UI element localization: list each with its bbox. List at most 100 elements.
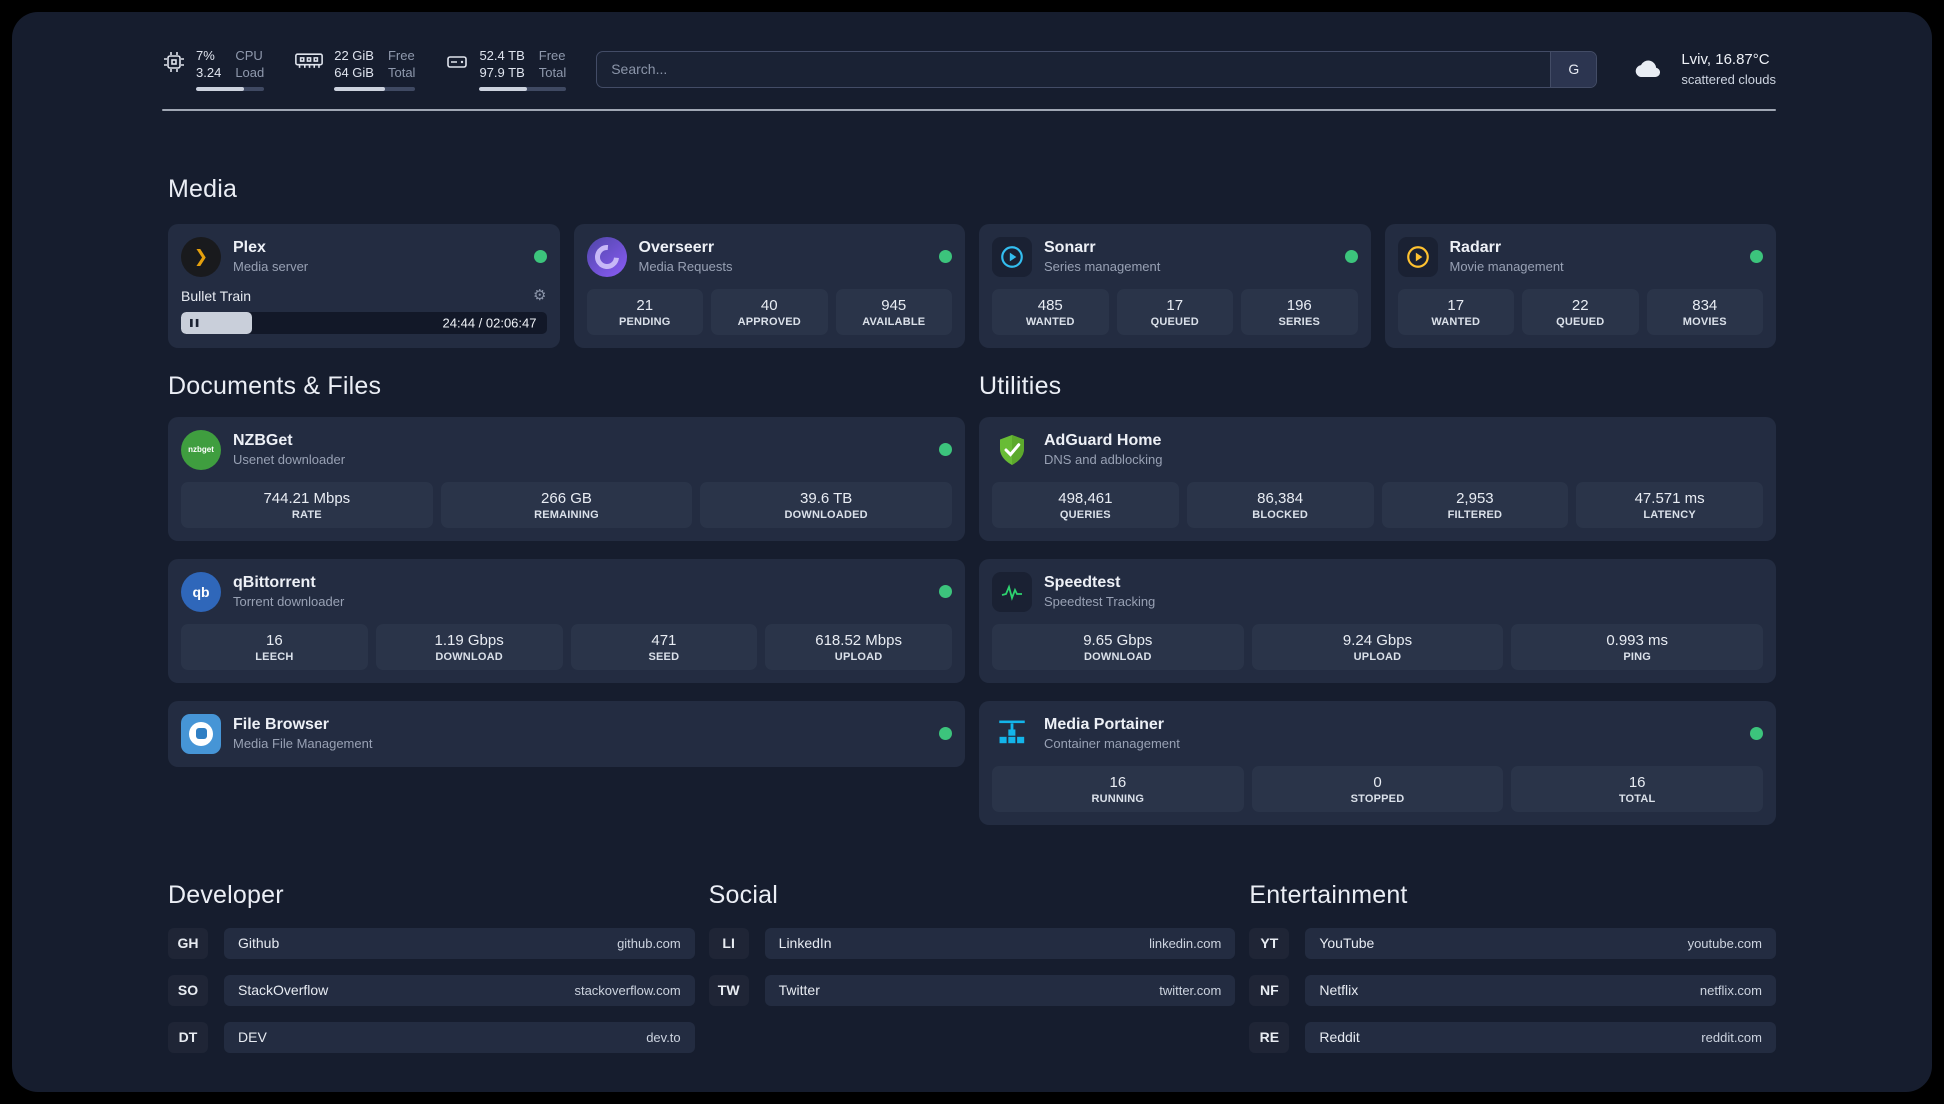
gear-icon[interactable]: ⚙ xyxy=(533,287,547,305)
memory-icon xyxy=(294,50,324,71)
stat-label: LEECH xyxy=(255,650,294,663)
status-dot xyxy=(1344,250,1358,264)
stat-tile: 40 APPROVED xyxy=(711,288,828,335)
speedtest-card[interactable]: Speedtest Speedtest Tracking 9.65 Gbps D… xyxy=(979,558,1776,683)
memory-free-value: 22 GiB xyxy=(334,48,374,63)
stat-label: RATE xyxy=(291,508,322,521)
developer-heading: Developer xyxy=(168,880,284,909)
bookmark-github[interactable]: Github github.com xyxy=(224,927,695,959)
stat-value: 17 xyxy=(1166,296,1184,314)
social-column: Social LI LinkedIn linkedin.com TW Twitt… xyxy=(708,825,1236,1053)
stat-tile: 39.6 TB DOWNLOADED xyxy=(700,481,952,528)
search-input[interactable] xyxy=(597,61,1551,78)
bookmark-name: Github xyxy=(238,935,280,952)
plex-card[interactable]: ❯ Plex Media server Bullet Train ⚙ ❚❚ xyxy=(168,223,560,348)
portainer-card[interactable]: Media Portainer Container management 16 … xyxy=(979,700,1776,825)
entertainment-column: Entertainment YT YouTube youtube.com NF … xyxy=(1249,825,1776,1053)
stat-label: APPROVED xyxy=(737,315,801,328)
bookmark-youtube[interactable]: YouTube youtube.com xyxy=(1305,927,1776,959)
stat-label: WANTED xyxy=(1025,315,1075,328)
speedtest-icon xyxy=(992,571,1032,612)
bookmark-netflix[interactable]: Netflix netflix.com xyxy=(1305,974,1776,1006)
stat-tile: 618.52 Mbps UPLOAD xyxy=(765,623,952,670)
stat-label: SERIES xyxy=(1278,315,1321,328)
stat-value: 16 xyxy=(1109,773,1127,791)
bookmark-url: stackoverflow.com xyxy=(574,982,681,998)
developer-column: Developer GH Github github.com SO StackO… xyxy=(168,825,695,1053)
main-content: Media ❯ Plex Media server Bullet Train ⚙ xyxy=(12,175,1932,1092)
adguard-card[interactable]: AdGuard Home DNS and adblocking 498,461 … xyxy=(979,416,1776,541)
bookmark-row: SO StackOverflow stackoverflow.com xyxy=(168,974,695,1006)
weather-condition: scattered clouds xyxy=(1681,71,1776,87)
bookmark-linkedin[interactable]: LinkedIn linkedin.com xyxy=(764,927,1236,959)
bookmark-reddit[interactable]: Reddit reddit.com xyxy=(1305,1021,1776,1053)
stat-tile: 0.993 ms PING xyxy=(1511,623,1763,670)
bookmark-url: linkedin.com xyxy=(1149,935,1222,951)
topbar-divider xyxy=(162,108,1776,111)
bookmark-url: netflix.com xyxy=(1699,982,1762,998)
bookmark-abbr: GH xyxy=(168,927,208,959)
bookmark-abbr: RE xyxy=(1249,1021,1290,1053)
stat-label: PING xyxy=(1623,650,1652,663)
bookmark-url: dev.to xyxy=(646,1029,681,1045)
search-engine-button[interactable]: G xyxy=(1550,51,1597,87)
filebrowser-icon xyxy=(181,713,221,754)
status-dot xyxy=(939,727,952,741)
qbittorrent-card[interactable]: qb qBittorrent Torrent downloader 16 xyxy=(168,558,965,683)
bookmark-row: DT DEV dev.to xyxy=(168,1021,695,1053)
app-subtitle: Usenet downloader xyxy=(233,451,346,467)
stat-label: SEED xyxy=(648,650,680,663)
stat-tile: 16 TOTAL xyxy=(1511,765,1763,812)
pause-icon[interactable]: ❚❚ xyxy=(188,318,200,328)
stat-tile: 834 MOVIES xyxy=(1646,288,1763,335)
social-heading: Social xyxy=(708,880,778,909)
stat-value: 0 xyxy=(1373,773,1382,791)
stat-value: 266 GB xyxy=(541,489,592,507)
overseerr-card[interactable]: Overseerr Media Requests 21 PENDING 40 A… xyxy=(573,223,965,348)
nzbget-card[interactable]: nzbget NZBGet Usenet downloader 744.21 M… xyxy=(168,416,965,541)
bookmark-stackoverflow[interactable]: StackOverflow stackoverflow.com xyxy=(224,974,695,1006)
stat-label: LATENCY xyxy=(1643,508,1696,521)
disk-free-value: 52.4 TB xyxy=(479,48,525,63)
stat-value: 17 xyxy=(1447,296,1465,314)
documents-column: Documents & Files nzbget NZBGet Usenet d… xyxy=(168,348,965,825)
sonarr-card[interactable]: Sonarr Series management 485 WANTED 17 Q… xyxy=(979,223,1371,348)
bookmark-name: DEV xyxy=(238,1029,267,1046)
bookmark-url: github.com xyxy=(617,935,681,951)
stat-value: 196 xyxy=(1286,296,1312,314)
qbittorrent-icon-text: qb xyxy=(192,583,210,600)
memory-total-label: Total xyxy=(387,64,416,80)
weather-widget: Lviv, 16.87°C scattered clouds xyxy=(1627,50,1776,88)
radarr-icon xyxy=(1397,236,1438,277)
dashboard: 7% 3.24 CPU Load xyxy=(12,12,1932,1092)
stat-value: 9.24 Gbps xyxy=(1342,631,1413,649)
plex-progress-fill: ❚❚ xyxy=(181,311,253,334)
app-title: Media Portainer xyxy=(1044,715,1165,733)
app-subtitle: Media Requests xyxy=(638,258,733,274)
media-grid: ❯ Plex Media server Bullet Train ⚙ ❚❚ xyxy=(168,223,1776,348)
bookmark-twitter[interactable]: Twitter twitter.com xyxy=(764,974,1236,1006)
stat-tile: 1.19 Gbps DOWNLOAD xyxy=(375,623,563,670)
cpu-widget: 7% 3.24 CPU Load xyxy=(162,48,265,91)
stat-value: 9.65 Gbps xyxy=(1083,631,1153,649)
cloud-icon xyxy=(1627,53,1669,85)
bookmarks: Developer GH Github github.com SO StackO… xyxy=(168,825,1776,1092)
bookmark-row: YT YouTube youtube.com xyxy=(1249,927,1776,959)
filebrowser-card[interactable]: File Browser Media File Management xyxy=(168,700,965,767)
bookmark-dev[interactable]: DEV dev.to xyxy=(224,1021,695,1053)
utilities-column: Utilities xyxy=(979,348,1776,825)
bookmark-url: twitter.com xyxy=(1159,982,1222,998)
stat-label: UPLOAD xyxy=(1353,650,1402,663)
stat-tile: 16 LEECH xyxy=(181,623,368,670)
radarr-card[interactable]: Radarr Movie management 17 WANTED 22 QUE… xyxy=(1384,223,1776,348)
stat-value: 16 xyxy=(266,631,283,649)
disk-usage-bar xyxy=(479,86,567,91)
stat-value: 0.993 ms xyxy=(1606,631,1669,649)
stat-value: 945 xyxy=(881,296,907,314)
stat-tile: 9.65 Gbps DOWNLOAD xyxy=(992,623,1244,670)
bookmark-row: NF Netflix netflix.com xyxy=(1249,974,1776,1006)
cpu-load-value: 3.24 xyxy=(196,64,222,80)
bookmark-name: Netflix xyxy=(1319,982,1359,999)
disk-widget: 52.4 TB 97.9 TB Free Total xyxy=(445,48,567,91)
bookmark-abbr: YT xyxy=(1249,927,1290,959)
